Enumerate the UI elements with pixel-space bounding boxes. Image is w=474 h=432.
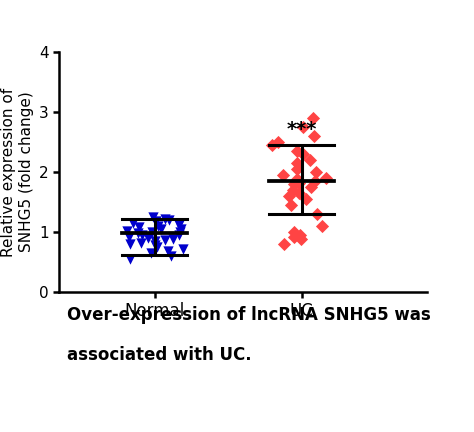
Point (138, 232, 146, 238)
Point (175, 232, 182, 238)
Point (152, 218, 160, 225)
Point (293, 159, 301, 166)
Point (291, 233, 298, 240)
Point (134, 230, 142, 237)
Text: associated with UC.: associated with UC. (66, 346, 251, 364)
Point (153, 244, 161, 251)
Point (147, 250, 155, 257)
Point (290, 181, 298, 187)
Point (129, 219, 137, 226)
Point (279, 172, 287, 178)
Point (177, 226, 185, 232)
Point (166, 216, 173, 223)
Point (176, 229, 184, 235)
Point (310, 114, 317, 121)
Point (175, 221, 182, 228)
Point (293, 147, 301, 154)
Point (312, 168, 319, 175)
Point (289, 187, 297, 194)
Point (126, 241, 133, 248)
Point (149, 213, 157, 220)
Point (311, 178, 319, 184)
Point (126, 256, 134, 263)
Point (151, 242, 159, 249)
Point (161, 215, 168, 222)
Point (322, 175, 329, 181)
Point (310, 133, 318, 140)
Point (290, 229, 298, 235)
Point (137, 239, 145, 246)
Point (299, 150, 307, 157)
Y-axis label: Relative expression of
SNHG5 (fold change): Relative expression of SNHG5 (fold chang… (1, 87, 34, 257)
Point (295, 179, 303, 186)
Point (179, 245, 187, 252)
Point (157, 226, 164, 232)
Point (307, 184, 315, 191)
Point (269, 141, 276, 148)
Point (300, 124, 307, 130)
Point (135, 224, 143, 231)
Point (297, 236, 305, 243)
Point (123, 227, 131, 234)
Point (297, 232, 304, 238)
Point (169, 236, 176, 243)
Point (148, 229, 156, 235)
Point (287, 202, 294, 209)
Point (295, 190, 303, 197)
Point (285, 193, 292, 200)
Point (144, 235, 152, 241)
Point (274, 139, 282, 146)
Point (167, 253, 175, 260)
Point (302, 196, 310, 203)
Point (154, 222, 162, 229)
Text: Over-expression of lncRNA SNHG5 was: Over-expression of lncRNA SNHG5 was (66, 306, 430, 324)
Point (293, 176, 301, 183)
Point (151, 238, 158, 245)
Point (306, 156, 313, 163)
Point (126, 233, 133, 240)
Point (164, 248, 172, 255)
Text: ***: *** (286, 120, 317, 139)
Point (318, 222, 325, 229)
Point (314, 210, 321, 217)
Point (162, 236, 169, 243)
Point (281, 241, 288, 248)
Point (293, 165, 301, 172)
